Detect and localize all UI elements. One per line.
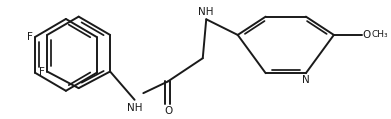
Text: O: O (165, 106, 173, 116)
Text: F: F (39, 67, 45, 77)
Text: NH: NH (127, 103, 142, 113)
Text: CH₃: CH₃ (371, 30, 388, 39)
Text: O: O (363, 30, 371, 40)
Text: F: F (27, 32, 33, 42)
Text: N: N (302, 75, 310, 85)
Text: NH: NH (199, 7, 214, 17)
